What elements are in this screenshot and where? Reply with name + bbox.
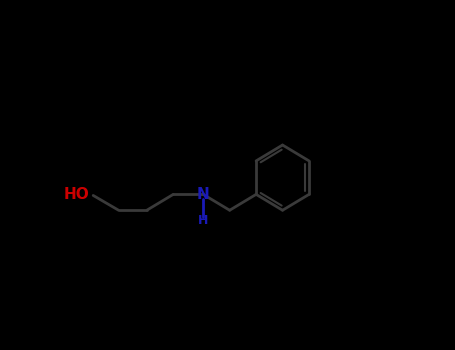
Text: H: H	[198, 214, 208, 228]
Text: HO: HO	[63, 187, 89, 202]
Text: N: N	[197, 187, 210, 202]
